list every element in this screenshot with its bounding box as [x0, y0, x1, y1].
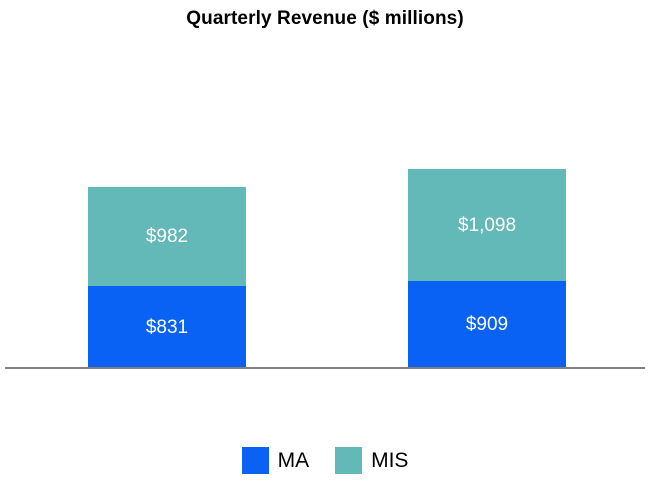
bar-segment-mis-0[interactable]: $982	[88, 187, 246, 286]
bar-segment-label-mis-1: $1,098	[457, 214, 517, 236]
legend-swatch-mis	[335, 447, 363, 474]
bar-segment-label-mis-0: $982	[145, 226, 189, 247]
x-axis-line	[5, 367, 645, 369]
bar-segment-mis-1[interactable]: $1,098	[408, 169, 566, 281]
legend-label-ma: MA	[277, 449, 310, 472]
chart-title: Quarterly Revenue ($ millions)	[186, 8, 464, 29]
legend-entry-ma[interactable]: MA	[241, 447, 310, 474]
bar-segment-label-ma-1: $909	[465, 314, 509, 335]
legend-entry-mis[interactable]: MIS	[335, 447, 408, 474]
chart-legend: MA MIS	[0, 447, 650, 474]
legend-label-mis: MIS	[371, 449, 409, 472]
legend-swatch-ma	[241, 447, 269, 474]
bar-segment-ma-1[interactable]: $909	[408, 281, 566, 368]
bar-segment-ma-0[interactable]: $831	[88, 286, 246, 368]
bar-segment-label-ma-0: $831	[145, 316, 189, 338]
bar-stack-0: $982 $831	[88, 187, 246, 368]
bar-stack-1: $1,098 $909	[408, 169, 566, 368]
